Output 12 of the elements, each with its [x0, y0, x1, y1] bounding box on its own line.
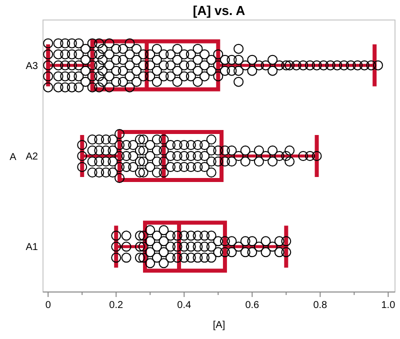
x-tick-label: 0.6	[245, 300, 260, 311]
x-tick-label: 0.2	[109, 300, 124, 311]
y-axis-title: A	[10, 152, 17, 163]
x-tick-label: 0	[45, 300, 52, 311]
x-tick-label: 1.0	[381, 300, 396, 311]
y-tick-label: A2	[26, 152, 38, 162]
x-axis-title: [A]	[212, 320, 226, 331]
x-tick-label: 0.8	[313, 300, 328, 311]
x-tick-label: 0.4	[177, 300, 192, 311]
y-tick-label: A1	[26, 242, 38, 254]
y-tick-label: A3	[26, 60, 38, 72]
chart-title: [A] vs. A	[192, 3, 246, 18]
